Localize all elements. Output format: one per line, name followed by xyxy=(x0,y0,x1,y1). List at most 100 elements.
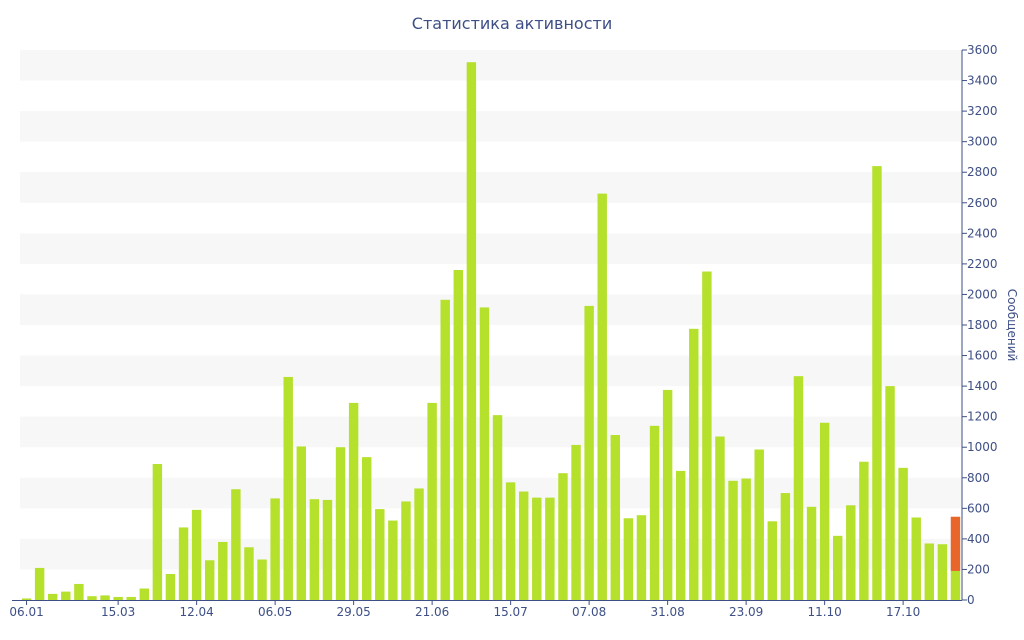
bar[interactable] xyxy=(715,436,725,600)
bar[interactable] xyxy=(257,559,267,600)
bar[interactable] xyxy=(335,447,346,600)
bar[interactable] xyxy=(47,593,58,600)
bar[interactable] xyxy=(165,574,176,600)
bar[interactable] xyxy=(924,543,935,600)
bar[interactable] xyxy=(780,493,791,600)
bar[interactable] xyxy=(872,166,882,600)
bar[interactable] xyxy=(218,541,228,600)
bar[interactable] xyxy=(846,505,856,600)
bar[interactable] xyxy=(388,520,398,600)
bar[interactable] xyxy=(728,480,738,600)
y-tick-label: 3000 xyxy=(967,135,998,149)
bar[interactable] xyxy=(505,482,516,600)
x-tick-label: 15.07 xyxy=(493,605,527,619)
grid-band xyxy=(20,416,962,448)
bar[interactable] xyxy=(597,193,607,600)
bar[interactable] xyxy=(34,567,45,600)
bar[interactable] xyxy=(675,470,686,600)
bars xyxy=(21,62,961,601)
chart-title: Статистика активности xyxy=(411,14,613,33)
bar[interactable] xyxy=(937,544,948,600)
y-tick-label: 200 xyxy=(967,562,990,576)
bar[interactable] xyxy=(832,535,843,600)
bar[interactable] xyxy=(662,389,673,600)
bar[interactable] xyxy=(375,509,385,600)
bar[interactable] xyxy=(584,305,594,600)
bar[interactable] xyxy=(178,527,189,600)
bar[interactable] xyxy=(348,402,359,600)
bar[interactable] xyxy=(270,498,280,600)
bar[interactable] xyxy=(74,583,84,600)
bar[interactable] xyxy=(126,596,136,600)
bar[interactable] xyxy=(571,444,581,600)
bar[interactable] xyxy=(492,415,503,600)
bar[interactable] xyxy=(754,449,764,600)
bar[interactable] xyxy=(741,478,751,600)
y-tick-label: 0 xyxy=(967,593,975,607)
grid-band xyxy=(20,477,962,509)
bar-highlight[interactable] xyxy=(950,516,961,571)
bar[interactable] xyxy=(427,402,437,600)
x-tick-label: 06.05 xyxy=(258,605,292,619)
y-tick-label: 1600 xyxy=(967,349,998,363)
y-tick-label: 2000 xyxy=(967,287,998,301)
x-tick-label: 06.01 xyxy=(9,605,43,619)
x-tick-label: 07.08 xyxy=(572,605,606,619)
bar[interactable] xyxy=(636,515,647,600)
bar[interactable] xyxy=(401,501,411,600)
x-tick-label: 29.05 xyxy=(336,605,370,619)
x-tick-label: 11.10 xyxy=(807,605,841,619)
bar[interactable] xyxy=(309,499,320,600)
bar[interactable] xyxy=(950,570,961,600)
y-tick-label: 2400 xyxy=(967,226,998,240)
bar[interactable] xyxy=(859,461,869,600)
y-tick-label: 1000 xyxy=(967,440,998,454)
bar[interactable] xyxy=(518,491,529,600)
bar[interactable] xyxy=(793,376,804,600)
bar[interactable] xyxy=(87,596,97,600)
bar[interactable] xyxy=(649,425,660,600)
bar[interactable] xyxy=(440,299,450,600)
bar[interactable] xyxy=(558,473,568,600)
grid-band xyxy=(20,294,962,325)
bar[interactable] xyxy=(100,595,110,600)
bar[interactable] xyxy=(532,497,542,600)
bar[interactable] xyxy=(911,517,921,601)
y-tick-label: 1400 xyxy=(967,379,998,393)
bar[interactable] xyxy=(21,598,32,600)
bar[interactable] xyxy=(204,560,215,600)
bar[interactable] xyxy=(610,435,621,600)
bar[interactable] xyxy=(885,386,895,600)
x-tick-label: 21.06 xyxy=(415,605,449,619)
bar[interactable] xyxy=(767,521,778,600)
bar[interactable] xyxy=(702,271,712,600)
x-axis: 06.01 15.03 12.04 06.05 29.05 21.06 15.07 07.08… xyxy=(9,600,962,619)
bar[interactable] xyxy=(322,499,333,600)
bar[interactable] xyxy=(244,547,254,600)
y-tick-label: 2600 xyxy=(967,196,998,210)
bar[interactable] xyxy=(152,464,163,600)
bar[interactable] xyxy=(479,307,490,600)
bar[interactable] xyxy=(231,489,241,600)
bar[interactable] xyxy=(806,506,817,600)
y-tick-label: 400 xyxy=(967,532,990,546)
bar[interactable] xyxy=(414,488,424,600)
grid-band xyxy=(20,233,962,264)
bar[interactable] xyxy=(689,328,699,600)
y-tick-label: 3600 xyxy=(967,43,998,57)
bar[interactable] xyxy=(466,62,477,600)
bar[interactable] xyxy=(139,588,150,600)
bar[interactable] xyxy=(191,509,202,600)
bar[interactable] xyxy=(819,422,830,600)
bar[interactable] xyxy=(898,467,908,600)
bar[interactable] xyxy=(453,270,464,600)
bar[interactable] xyxy=(296,446,307,600)
bar[interactable] xyxy=(623,518,634,600)
bar[interactable] xyxy=(61,591,71,600)
bar[interactable] xyxy=(545,497,555,600)
bar[interactable] xyxy=(113,596,123,600)
bar[interactable] xyxy=(283,376,293,600)
bar[interactable] xyxy=(361,457,372,600)
y-tick-label: 1800 xyxy=(967,318,998,332)
grid-band xyxy=(20,355,962,387)
